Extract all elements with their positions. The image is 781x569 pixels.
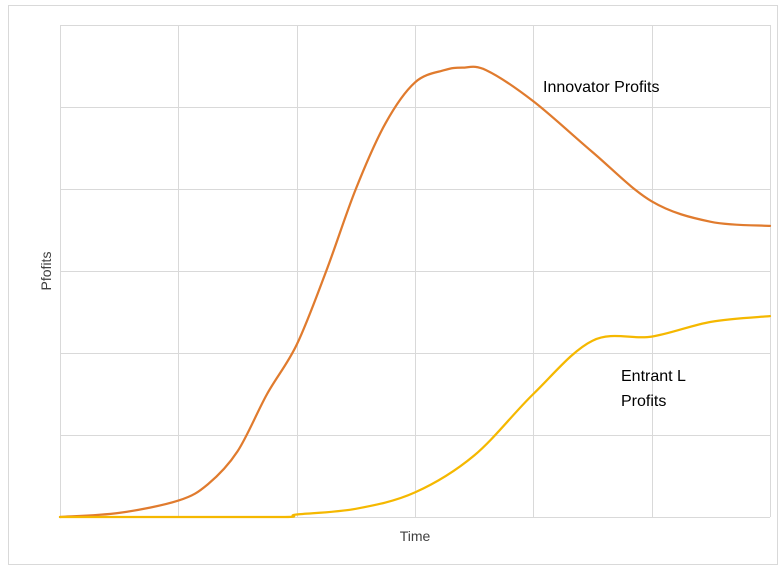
entrant-profits-label: Entrant L Profits — [621, 368, 686, 410]
annotation-line: Entrant L — [621, 368, 686, 385]
annotation-line: Innovator Profits — [543, 79, 660, 96]
y-axis-title: Pfofits — [38, 252, 54, 291]
series-lines — [58, 65, 772, 519]
x-axis-title: Time — [400, 528, 431, 544]
gridlines — [60, 25, 771, 518]
entrant-profits-line — [58, 314, 772, 519]
chart-frame — [8, 5, 778, 565]
innovator-profits-label: Innovator Profits — [543, 79, 660, 96]
innovator-profits-line — [58, 65, 772, 519]
annotation-line: Profits — [621, 393, 666, 410]
annotations: Innovator Profits Entrant L Profits — [543, 79, 686, 410]
